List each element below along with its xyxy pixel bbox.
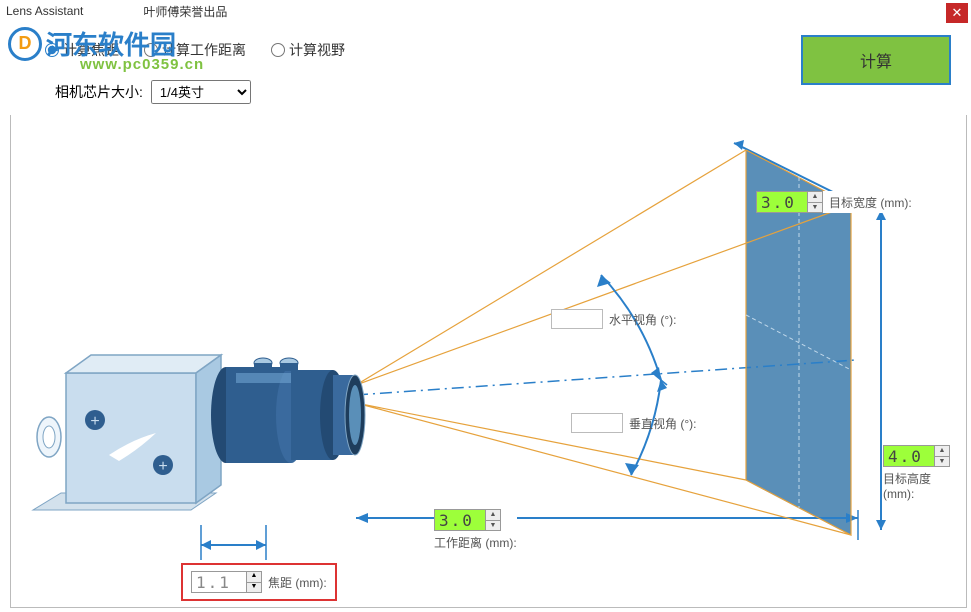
chip-size-select[interactable]: 1/4英寸 <box>151 80 251 104</box>
v-angle-label: 垂直视角 (°): <box>629 415 696 432</box>
h-angle-input[interactable] <box>551 309 603 329</box>
target-width-label: 目标宽度 (mm): <box>829 194 912 211</box>
focal-length-label: 焦距 (mm): <box>268 574 327 591</box>
h-angle-label: 水平视角 (°): <box>609 311 676 328</box>
svg-text:+: + <box>158 458 167 475</box>
watermark-icon: D <box>8 27 42 61</box>
close-button[interactable]: ✕ <box>946 3 968 23</box>
radio-focal[interactable]: 计算焦距 <box>45 40 119 60</box>
app-title: Lens Assistant <box>6 4 83 18</box>
radio-workdist-input[interactable] <box>144 43 158 57</box>
v-angle-input[interactable] <box>571 413 623 433</box>
radio-fov-label: 计算视野 <box>289 40 345 60</box>
radio-workdist-label: 计算工作距离 <box>162 40 246 60</box>
target-height-input[interactable] <box>883 445 935 467</box>
radio-fov-input[interactable] <box>271 43 285 57</box>
chip-size-row: 相机芯片大小: 1/4英寸 <box>55 80 251 104</box>
camera-illustration: + + <box>33 355 365 510</box>
radio-focal-input[interactable] <box>45 43 59 57</box>
work-distance-input[interactable] <box>434 509 486 531</box>
calculate-button[interactable]: 计算 <box>801 35 951 85</box>
radio-workdist[interactable]: 计算工作距离 <box>144 40 246 60</box>
target-height-label: 目标高度 (mm): <box>883 470 953 501</box>
target-height-field: ▲▼ 目标高度 (mm): <box>883 445 953 501</box>
focal-length-field: ▲▼ 焦距 (mm): <box>181 563 337 601</box>
radio-group: 计算焦距 计算工作距离 计算视野 <box>45 40 345 60</box>
focal-length-input[interactable] <box>191 571 247 593</box>
target-width-input[interactable] <box>756 191 808 213</box>
h-angle-field: 水平视角 (°): <box>551 309 676 329</box>
radio-focal-label: 计算焦距 <box>63 40 119 60</box>
work-distance-label: 工作距离 (mm): <box>434 534 517 551</box>
svg-text:+: + <box>90 413 99 430</box>
chip-size-label: 相机芯片大小: <box>55 82 143 102</box>
diagram-panel: + + ▲▼ 目标宽度 (mm): <box>10 115 967 608</box>
work-distance-field: ▲▼ 工作距离 (mm): <box>434 509 517 551</box>
target-height-spinner[interactable]: ▲▼ <box>935 445 950 467</box>
close-icon: ✕ <box>952 5 963 21</box>
focal-length-spinner[interactable]: ▲▼ <box>247 571 262 593</box>
target-width-spinner[interactable]: ▲▼ <box>808 191 823 213</box>
app-subtitle: 叶师傅荣誉出品 <box>143 3 227 20</box>
radio-fov[interactable]: 计算视野 <box>271 40 345 60</box>
v-angle-field: 垂直视角 (°): <box>571 413 696 433</box>
titlebar: Lens Assistant 叶师傅荣誉出品 <box>0 0 971 22</box>
work-distance-spinner[interactable]: ▲▼ <box>486 509 501 531</box>
target-width-field: ▲▼ 目标宽度 (mm): <box>756 191 912 213</box>
mode-controls: 计算焦距 计算工作距离 计算视野 计算 <box>45 40 951 60</box>
